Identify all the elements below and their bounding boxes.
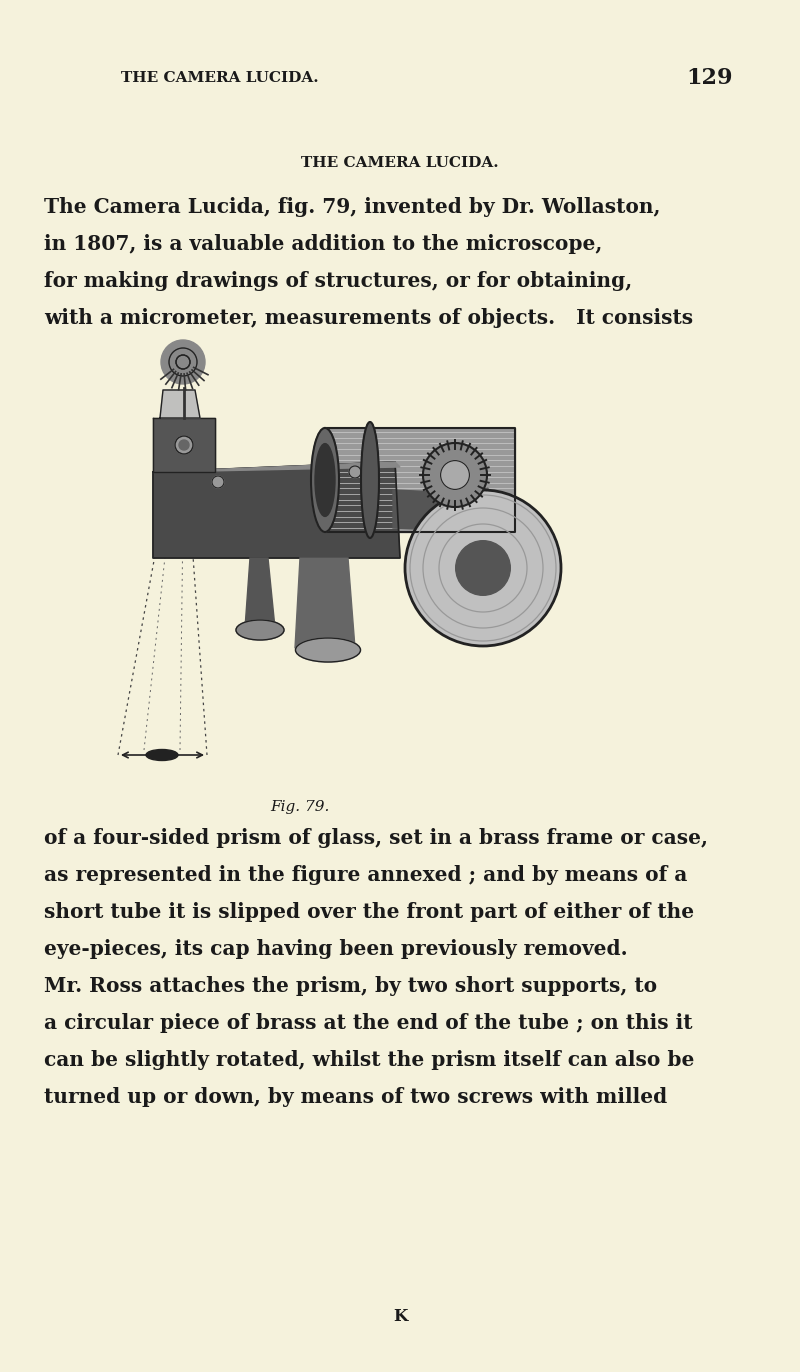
Text: Fig. 79.: Fig. 79. — [270, 800, 330, 814]
Polygon shape — [153, 418, 215, 472]
Text: can be slightly rotated, whilst the prism itself can also be: can be slightly rotated, whilst the pris… — [44, 1050, 694, 1070]
Polygon shape — [245, 558, 275, 628]
Text: for making drawings of structures, or for obtaining,: for making drawings of structures, or fo… — [44, 272, 632, 291]
Circle shape — [423, 443, 487, 508]
Text: in 1807, is a valuable addition to the microscope,: in 1807, is a valuable addition to the m… — [44, 235, 602, 254]
Polygon shape — [393, 490, 440, 530]
Circle shape — [179, 440, 189, 450]
Polygon shape — [295, 558, 355, 648]
Text: THE CAMERA LUCIDA.: THE CAMERA LUCIDA. — [121, 71, 319, 85]
Text: The Camera Lucida, fig. 79, invented by Dr. Wollaston,: The Camera Lucida, fig. 79, invented by … — [44, 198, 661, 217]
Text: eye-pieces, its cap having been previously removed.: eye-pieces, its cap having been previous… — [44, 938, 628, 959]
Text: with a micrometer, measurements of objects.   It consists: with a micrometer, measurements of objec… — [44, 307, 693, 328]
Ellipse shape — [236, 620, 284, 639]
Polygon shape — [160, 390, 200, 418]
Text: turned up or down, by means of two screws with milled: turned up or down, by means of two screw… — [44, 1087, 667, 1107]
Text: THE CAMERA LUCIDA.: THE CAMERA LUCIDA. — [301, 156, 499, 170]
Text: Mr. Ross attaches the prism, by two short supports, to: Mr. Ross attaches the prism, by two shor… — [44, 975, 657, 996]
Bar — [325, 428, 515, 532]
Circle shape — [441, 461, 470, 490]
Polygon shape — [153, 462, 400, 558]
Circle shape — [212, 476, 224, 488]
Circle shape — [456, 541, 510, 595]
Text: K: K — [393, 1308, 407, 1325]
Text: as represented in the figure annexed ; and by means of a: as represented in the figure annexed ; a… — [44, 864, 687, 885]
Text: a circular piece of brass at the end of the tube ; on this it: a circular piece of brass at the end of … — [44, 1013, 693, 1033]
Text: short tube it is slipped over the front part of either of the: short tube it is slipped over the front … — [44, 901, 694, 922]
Ellipse shape — [295, 638, 361, 663]
Circle shape — [405, 490, 561, 646]
Polygon shape — [438, 488, 490, 600]
Ellipse shape — [315, 443, 335, 516]
Circle shape — [175, 436, 193, 454]
Text: of a four-sided prism of glass, set in a brass frame or case,: of a four-sided prism of glass, set in a… — [44, 827, 708, 848]
Ellipse shape — [146, 749, 178, 760]
Text: 129: 129 — [686, 67, 734, 89]
Polygon shape — [153, 462, 400, 472]
Ellipse shape — [311, 428, 339, 532]
Ellipse shape — [361, 423, 379, 538]
Circle shape — [349, 466, 361, 477]
Circle shape — [161, 340, 205, 384]
